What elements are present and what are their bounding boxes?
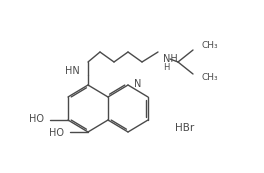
Text: CH₃: CH₃ <box>202 74 219 83</box>
Text: HN: HN <box>65 66 80 76</box>
Text: HO: HO <box>49 128 64 138</box>
Text: CH₃: CH₃ <box>202 42 219 51</box>
Text: HBr: HBr <box>175 123 194 133</box>
Text: NH: NH <box>163 54 178 64</box>
Text: H: H <box>163 63 169 72</box>
Text: HO: HO <box>29 114 44 124</box>
Text: N: N <box>134 79 142 89</box>
